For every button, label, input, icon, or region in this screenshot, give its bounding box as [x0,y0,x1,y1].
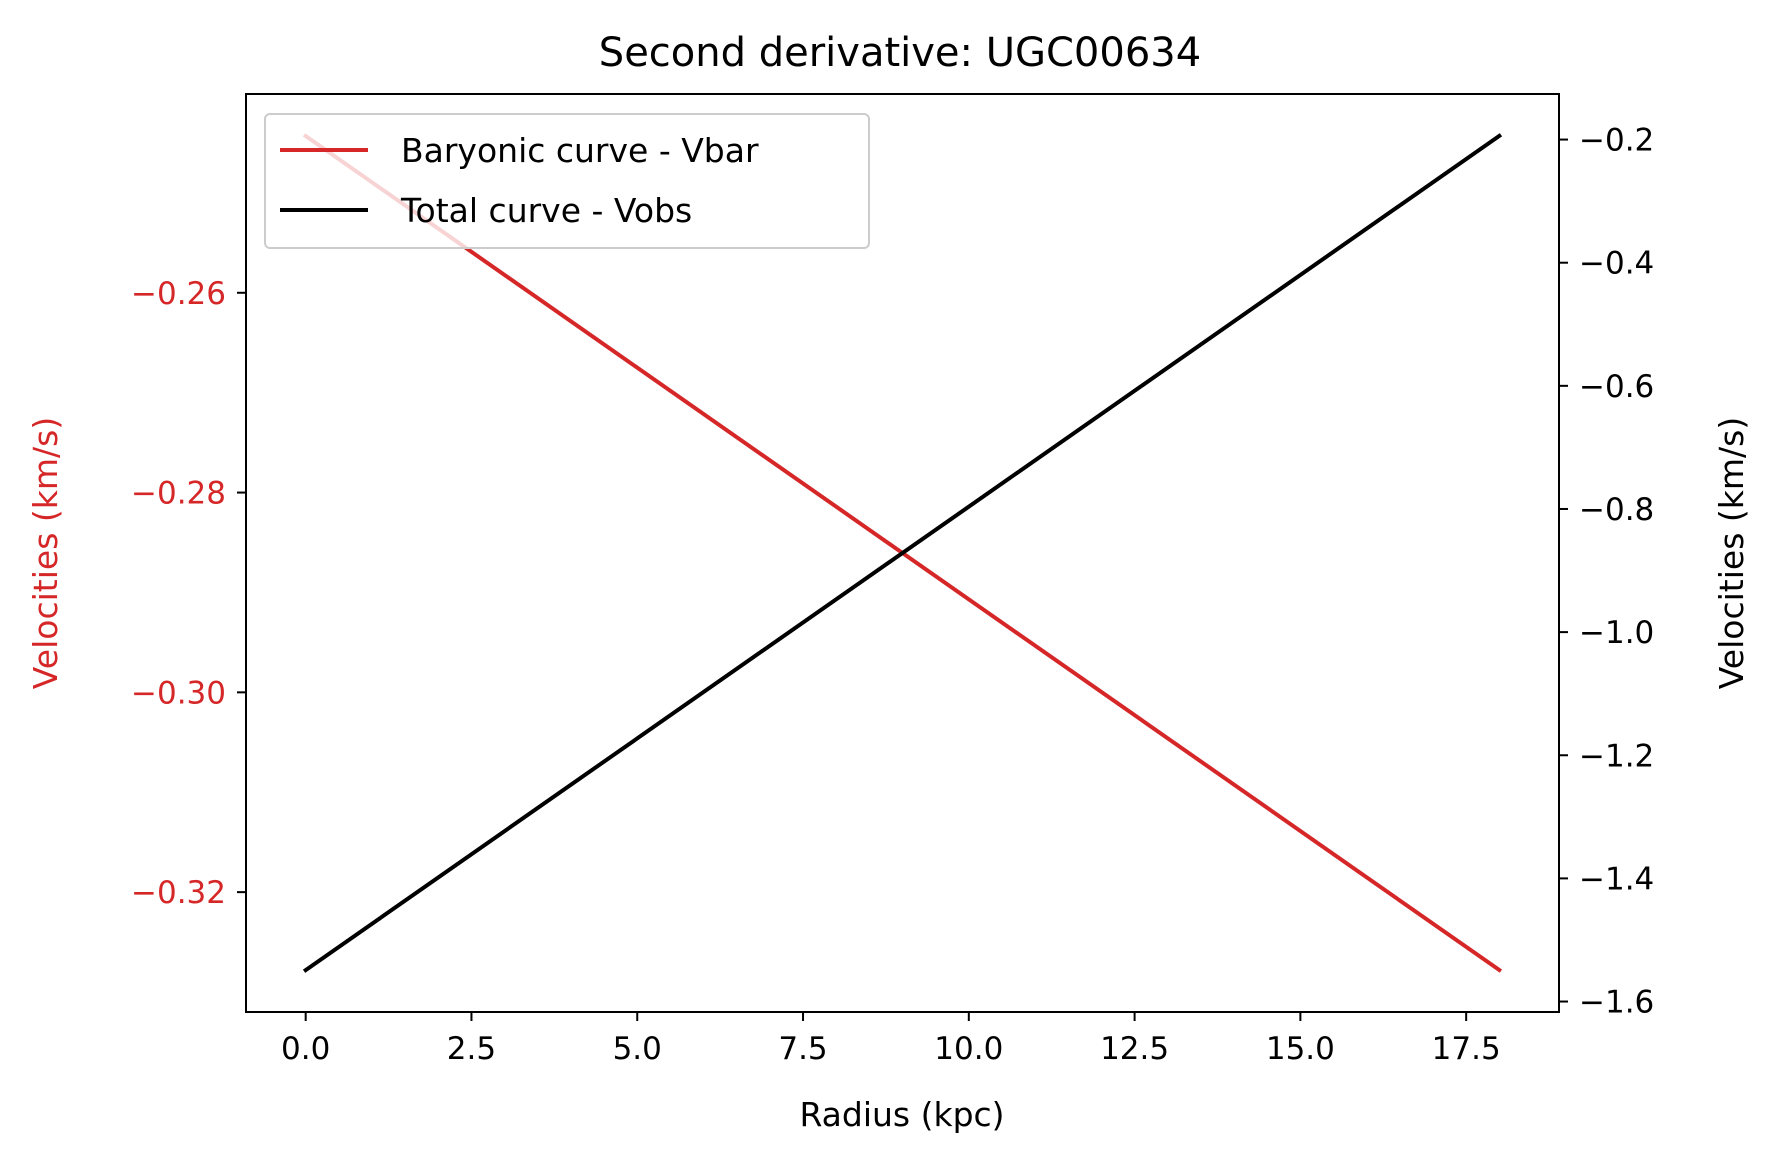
right-tick-label: −1.2 [1579,738,1654,774]
series-line-vobs [302,133,1503,973]
chart-title: Second derivative: UGC00634 [599,30,1201,76]
x-axis-label: Radius (kpc) [799,1095,1004,1134]
left-tick-label: −0.28 [131,476,226,512]
legend-label-vbar: Baryonic curve - Vbar [401,131,759,170]
left-tick-label: −0.30 [131,675,226,711]
x-axis-ticks: 0.0 2.5 5.0 7.5 10.0 12.5 15.0 17.5 [281,1012,1501,1067]
x-tick-label: 10.0 [934,1031,1003,1067]
x-tick-label: 5.0 [613,1031,662,1067]
right-tick-label: −0.6 [1579,369,1654,405]
left-tick-label: −0.26 [131,276,226,312]
x-tick-label: 7.5 [778,1031,827,1067]
legend-label-vobs: Total curve - Vobs [400,191,692,230]
left-tick-label: −0.32 [131,875,226,911]
right-tick-label: −0.4 [1579,246,1654,282]
right-tick-label: −1.4 [1579,861,1654,897]
left-y-axis-label: Velocities (km/s) [26,417,65,689]
right-tick-label: −0.8 [1579,492,1654,528]
x-tick-label: 12.5 [1100,1031,1169,1067]
series-lines [302,133,1503,973]
x-tick-label: 17.5 [1432,1031,1501,1067]
legend-box [264,113,870,249]
right-tick-label: −1.6 [1579,985,1654,1021]
right-y-axis-ticks: −0.2 −0.4 −0.6 −0.8 −1.0 −1.2 −1.4 −1.6 [1559,123,1654,1021]
left-y-axis-ticks: −0.26 −0.28 −0.30 −0.32 [131,276,246,911]
right-y-axis-label: Velocities (km/s) [1712,417,1751,689]
x-tick-label: 15.0 [1266,1031,1335,1067]
legend: Baryonic curve - Vbar Total curve - Vobs [264,113,870,249]
x-tick-label: 0.0 [281,1031,330,1067]
right-tick-label: −0.2 [1579,123,1654,159]
x-tick-label: 2.5 [447,1031,496,1067]
plot-area-frame [245,93,1560,1013]
right-tick-label: −1.0 [1579,615,1654,651]
